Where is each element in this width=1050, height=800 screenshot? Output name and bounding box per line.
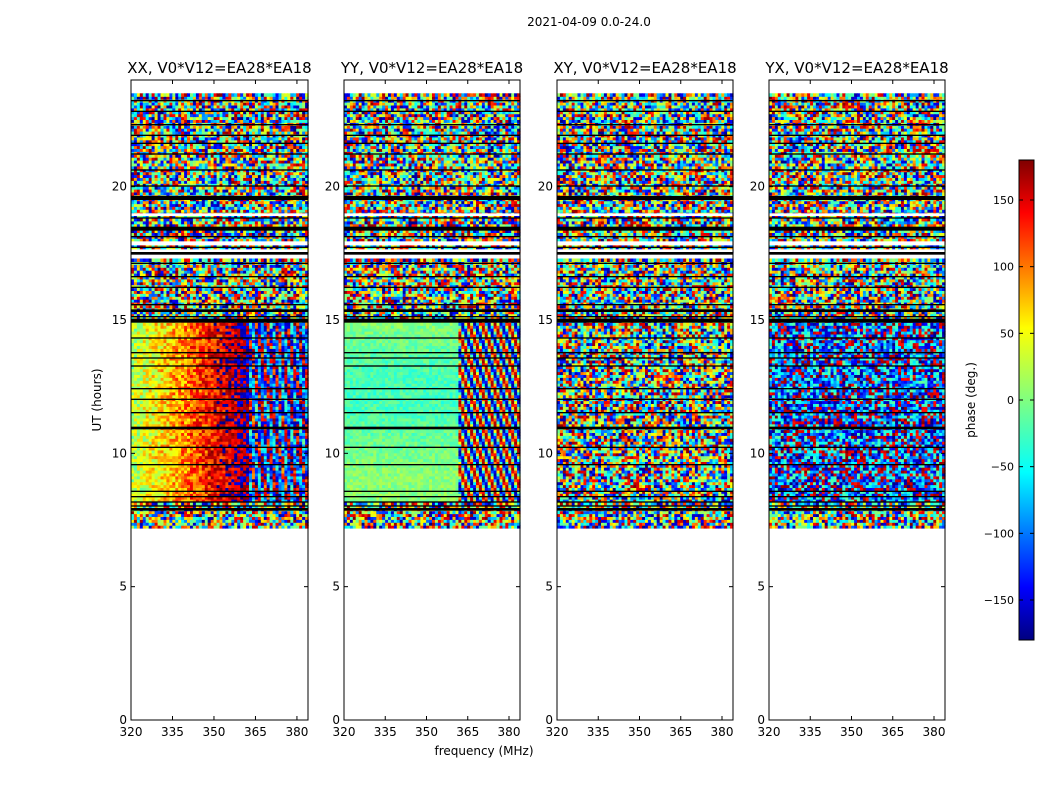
y-tick-label: 0: [545, 713, 553, 727]
x-tick-label: 320: [333, 725, 356, 739]
colorbar-tick-label: 50: [1000, 327, 1014, 340]
y-tick-label: 5: [545, 580, 553, 594]
y-tick-label: 10: [538, 446, 553, 460]
y-tick-label: 10: [112, 446, 127, 460]
y-tick-label: 5: [119, 580, 127, 594]
colorbar-tick-label: 150: [993, 194, 1014, 207]
colorbar-tick-label: −100: [984, 527, 1014, 540]
x-axis-label: frequency (MHz): [434, 744, 533, 758]
y-tick-label: 5: [757, 580, 765, 594]
x-tick-label: 350: [415, 725, 438, 739]
y-tick-label: 10: [325, 446, 340, 460]
panel-4: YX, V0*V12=EA28*EA18 320 335 350 365 380 0 5 10 1…: [750, 59, 949, 739]
x-tick-label: 350: [628, 725, 651, 739]
panels: XX, V0*V12=EA28*EA18 320 335 350 365 380 0 5 10 1…: [90, 59, 949, 758]
x-tick-label: 335: [799, 725, 822, 739]
colorbar-tick-label: 0: [1007, 394, 1014, 407]
y-tick-label: 0: [757, 713, 765, 727]
x-tick-label: 320: [546, 725, 569, 739]
y-tick-label: 10: [750, 446, 765, 460]
y-tick-label: 20: [750, 180, 765, 194]
y-tick-label: 20: [112, 180, 127, 194]
y-tick-label: 20: [325, 180, 340, 194]
x-tick-label: 365: [244, 725, 267, 739]
x-tick-label: 320: [120, 725, 143, 739]
heatmap: [131, 93, 309, 528]
panel-title: XY, V0*V12=EA28*EA18: [553, 59, 736, 77]
colorbar-tick-label: −150: [984, 594, 1014, 607]
x-tick-label: 380: [711, 725, 734, 739]
x-tick-label: 320: [758, 725, 781, 739]
colorbar: −150 −100 −50 0 50 100 150 phase (deg.): [964, 160, 1034, 640]
panel-title: YX, V0*V12=EA28*EA18: [764, 59, 948, 77]
panel-title: XX, V0*V12=EA28*EA18: [127, 59, 311, 77]
y-tick-label: 5: [332, 580, 340, 594]
y-tick-label: 15: [750, 313, 765, 327]
y-tick-label: 15: [112, 313, 127, 327]
x-tick-label: 380: [498, 725, 521, 739]
heatmap: [557, 93, 734, 528]
x-tick-label: 350: [840, 725, 863, 739]
y-tick-label: 15: [538, 313, 553, 327]
y-tick-label: 0: [332, 713, 340, 727]
x-tick-label: 335: [374, 725, 397, 739]
y-tick-label: 20: [538, 180, 553, 194]
panel-2: YY, V0*V12=EA28*EA18 320 335 350 365 380 0 5 10 1…: [325, 59, 534, 758]
panel-3: XY, V0*V12=EA28*EA18 320 335 350 365 380 0 5 10 1…: [538, 59, 737, 739]
y-axis-label: UT (hours): [90, 368, 104, 431]
x-tick-label: 335: [161, 725, 184, 739]
colorbar-tick-label: 100: [993, 261, 1014, 274]
x-tick-label: 365: [881, 725, 904, 739]
x-tick-label: 335: [587, 725, 610, 739]
heatmap: [344, 93, 521, 528]
x-tick-label: 350: [203, 725, 226, 739]
colorbar-tick-label: −50: [991, 461, 1014, 474]
y-tick-label: 0: [119, 713, 127, 727]
x-tick-label: 380: [285, 725, 308, 739]
x-tick-label: 380: [923, 725, 946, 739]
y-tick-label: 15: [325, 313, 340, 327]
panel-title: YY, V0*V12=EA28*EA18: [340, 59, 523, 77]
suptitle: 2021-04-09 0.0-24.0: [527, 15, 651, 29]
heatmap: [769, 93, 946, 528]
panel-1: XX, V0*V12=EA28*EA18 320 335 350 365 380 0 5 10 1…: [90, 59, 312, 739]
x-tick-label: 365: [669, 725, 692, 739]
colorbar-label: phase (deg.): [964, 362, 978, 438]
x-tick-label: 365: [456, 725, 479, 739]
